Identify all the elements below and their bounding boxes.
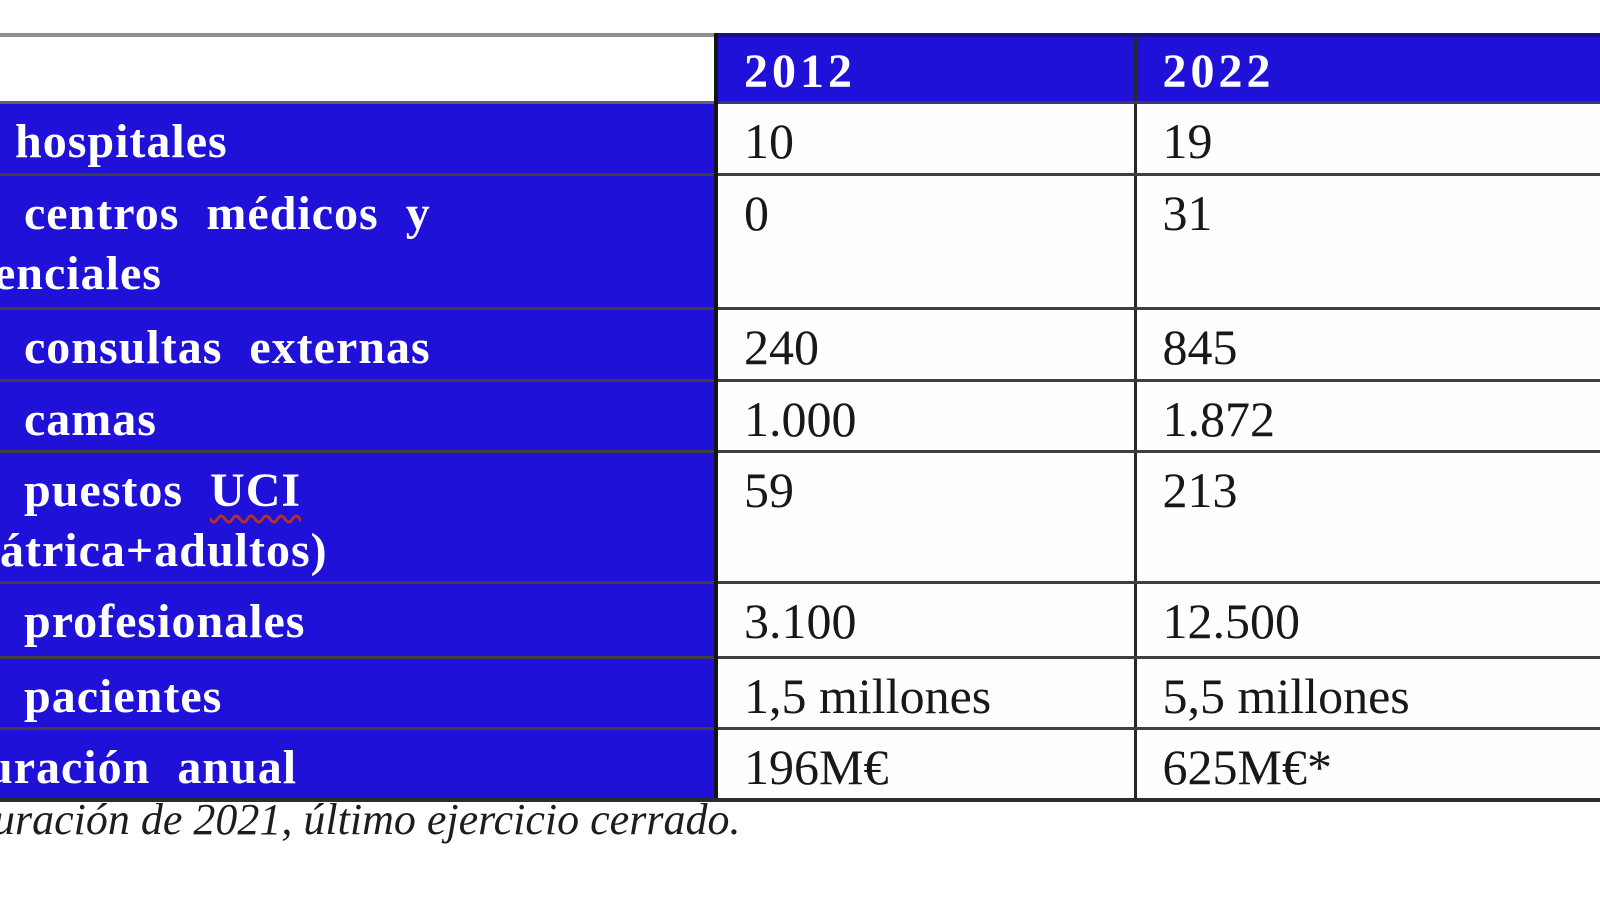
value-2022: 625M€*: [1135, 728, 1600, 802]
row-label-line2: átrica+adultos): [0, 523, 328, 577]
row-label: uración anual: [0, 740, 298, 794]
value-2022: 19: [1135, 102, 1600, 176]
row-facturacion-anual: uración anual 196M€ 625M€*: [0, 728, 1600, 802]
row-label-line1: centros médicos y: [24, 186, 431, 240]
value-2022: 12.500: [1135, 582, 1600, 659]
row-label-cell: camas: [0, 380, 718, 453]
row-camas: camas 1.000 1.872: [0, 380, 1600, 453]
row-label-line1: puestos UCI: [24, 461, 708, 521]
comparison-table: 2012 2022 hospitales 10 19 centros médic…: [0, 33, 1600, 802]
value-2012: 1.000: [716, 380, 1137, 453]
row-label-cell: centros médicos y enciales: [0, 174, 718, 310]
value-2022: 1.872: [1135, 380, 1600, 453]
row-label-cell: pacientes: [0, 657, 718, 730]
value-2022: 5,5 millones: [1135, 657, 1600, 730]
value-2022: 213: [1135, 451, 1600, 584]
row-label-cell: consultas externas: [0, 308, 718, 382]
value-2012: 1,5 millones: [716, 657, 1137, 730]
corner-header-cell: [0, 33, 718, 104]
footnote: uración de 2021, último ejercicio cerrad…: [0, 795, 741, 844]
row-centros-medicos: centros médicos y enciales 0 31: [0, 174, 1600, 310]
value-2012: 10: [716, 102, 1137, 176]
spellcheck-underlined-word: UCI: [210, 463, 302, 517]
row-hospitales: hospitales 10 19: [0, 102, 1600, 176]
value-2012: 59: [716, 451, 1137, 584]
value-2022: 845: [1135, 308, 1600, 382]
col-header-2022: 2022: [1133, 33, 1600, 104]
row-pacientes: pacientes 1,5 millones 5,5 millones: [0, 657, 1600, 730]
row-label-prefix: puestos: [24, 463, 184, 517]
row-label-cell: hospitales: [0, 102, 718, 176]
value-2012: 3.100: [716, 582, 1137, 659]
row-label-line2: enciales: [0, 246, 162, 300]
value-2012: 0: [716, 174, 1137, 310]
row-label: pacientes: [24, 669, 223, 723]
row-label: consultas externas: [24, 320, 431, 374]
row-label-cell: puestos UCI átrica+adultos): [0, 451, 718, 584]
row-label: profesionales: [24, 594, 306, 648]
row-puestos-uci: puestos UCI átrica+adultos) 59 213: [0, 451, 1600, 584]
row-label-cell: uración anual: [0, 728, 718, 802]
header-row: 2012 2022: [0, 33, 1600, 104]
value-2012: 240: [716, 308, 1137, 382]
row-consultas-externas: consultas externas 240 845: [0, 308, 1600, 382]
row-label: camas: [24, 392, 157, 446]
value-2012: 196M€: [716, 728, 1137, 802]
row-label: hospitales: [15, 114, 228, 168]
col-header-2012: 2012: [716, 33, 1135, 104]
value-2022: 31: [1135, 174, 1600, 310]
row-label-cell: profesionales: [0, 582, 718, 659]
row-profesionales: profesionales 3.100 12.500: [0, 582, 1600, 659]
